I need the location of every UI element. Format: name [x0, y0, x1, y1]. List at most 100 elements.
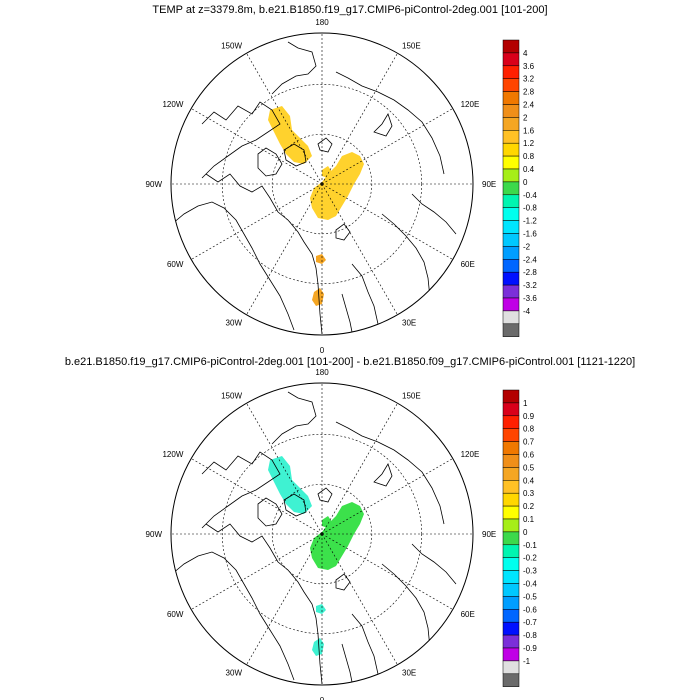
longitude-label-right-upper: 120E: [461, 100, 480, 109]
colorbar-label: -0.5: [523, 592, 537, 601]
colorbar-swatch: [502, 557, 520, 571]
longitude-label-bottom: 0: [320, 696, 325, 700]
coastline: [373, 463, 393, 487]
colorbar-swatch: [502, 634, 520, 649]
colorbar-label: 0.6: [523, 451, 535, 460]
meridian-line: [191, 458, 323, 535]
colorbar-swatch: [502, 246, 520, 260]
coastline: [257, 497, 283, 527]
colorbar-label: 2: [523, 113, 528, 122]
colorbar-swatch: [502, 181, 520, 196]
colorbar: 1 0.9 0.8 0.7 0.6 0.5 0.4 0.3 0.2 0.1 0 -0.1 -0.2 -0.…: [502, 389, 537, 687]
coastline: [411, 543, 457, 585]
colorbar-label: 3.2: [523, 75, 535, 84]
colorbar-label: 2.4: [523, 101, 535, 110]
colorbar-label: 0.8: [523, 425, 535, 434]
colorbar-label: 0: [523, 528, 528, 537]
colorbar-label: -0.8: [523, 204, 537, 213]
colorbar-swatch: [502, 673, 520, 687]
colorbar-swatch: [502, 142, 520, 157]
map-boundary: [170, 382, 474, 686]
longitude-label-left-lower: 60W: [167, 610, 184, 619]
colorbar-swatch: [502, 207, 520, 221]
coastline: [317, 137, 333, 153]
longitude-label-left: 90W: [146, 530, 163, 539]
coastline: [351, 263, 379, 325]
colorbar-swatch: [502, 609, 520, 623]
meridian-line: [191, 533, 323, 610]
longitude-label-top: 180: [315, 18, 329, 27]
coastline: [171, 551, 295, 681]
coastline: [335, 223, 351, 241]
colorbar-swatch: [502, 39, 520, 54]
colorbar-swatch: [502, 415, 520, 429]
colorbar-swatch: [502, 621, 520, 636]
latitude-circle: [222, 433, 422, 634]
colorbar-swatch: [502, 441, 520, 455]
longitude-label-right-lower: 60E: [461, 610, 475, 619]
map-panel-1: TEMP at z=3379.8m, b.e21.B1850.f19_g17.C…: [146, 4, 548, 355]
meridian-line: [321, 183, 453, 260]
colorbar-swatch: [502, 297, 520, 312]
colorbar-swatch: [502, 78, 520, 92]
colorbar-swatch: [502, 168, 520, 183]
coastline: [335, 573, 351, 591]
colorbar-label: -0.4: [523, 191, 537, 200]
colorbar-label: -1.2: [523, 217, 537, 226]
colorbar-label: -0.4: [523, 580, 537, 589]
map-content: [171, 383, 473, 685]
anomaly-patch-atlantic-patch2: [312, 638, 324, 656]
meridian-line: [321, 458, 453, 535]
colorbar-swatch: [502, 389, 520, 404]
colorbar-label: -4: [523, 307, 531, 316]
coastline: [335, 421, 445, 525]
colorbar-swatch: [502, 323, 520, 337]
colorbar-swatch: [502, 310, 520, 325]
colorbar-swatch: [502, 220, 520, 234]
colorbar-swatch: [502, 518, 520, 533]
colorbar-swatch: [502, 454, 520, 468]
colorbar-swatch: [502, 155, 520, 170]
meridian-line: [321, 108, 453, 185]
colorbar-label: -0.2: [523, 554, 537, 563]
colorbar-label: 0.4: [523, 476, 535, 485]
colorbar-label: 0.1: [523, 515, 535, 524]
colorbar-label: -0.3: [523, 567, 537, 576]
colorbar-label: 2.8: [523, 88, 535, 97]
anomaly-patch-atlantic-patch: [316, 254, 326, 264]
colorbar-swatch: [502, 531, 520, 546]
coastline: [205, 173, 323, 335]
longitude-label-left: 90W: [146, 180, 163, 189]
coastline: [317, 487, 333, 503]
coastline: [381, 563, 431, 649]
longitude-label-left-lower: 60W: [167, 260, 184, 269]
map-content: [171, 33, 473, 335]
anomaly-patch-siberia-patch: [310, 502, 364, 570]
colorbar-label: -0.7: [523, 618, 537, 627]
colorbar-label: 0.8: [523, 152, 535, 161]
longitude-label-bottom: 0: [320, 346, 325, 355]
colorbar-swatch: [502, 259, 520, 273]
colorbar-label: 0.9: [523, 412, 535, 421]
map-boundary: [170, 32, 474, 336]
meridian-line: [246, 183, 323, 315]
colorbar-label: -0.9: [523, 644, 537, 653]
anomaly-patch-alaska-patch: [268, 456, 312, 514]
meridian-line: [246, 403, 323, 535]
colorbar-swatch: [502, 467, 520, 481]
colorbar-swatch: [502, 271, 520, 286]
colorbar-swatch: [502, 52, 520, 67]
colorbar-swatch: [502, 544, 520, 558]
longitude-label-upper-right: 150E: [402, 41, 421, 50]
anomaly-patch-small-patch: [322, 516, 332, 528]
colorbar-label: 4: [523, 49, 528, 58]
meridian-line: [246, 53, 323, 185]
longitude-label-upper-left: 150W: [221, 41, 242, 50]
longitude-label-left-upper: 120W: [162, 450, 183, 459]
longitude-label-right-lower: 60E: [461, 260, 475, 269]
coastline: [201, 101, 281, 179]
colorbar-label: -2: [523, 242, 531, 251]
colorbar-label: -0.8: [523, 631, 537, 640]
coastline: [283, 493, 307, 517]
